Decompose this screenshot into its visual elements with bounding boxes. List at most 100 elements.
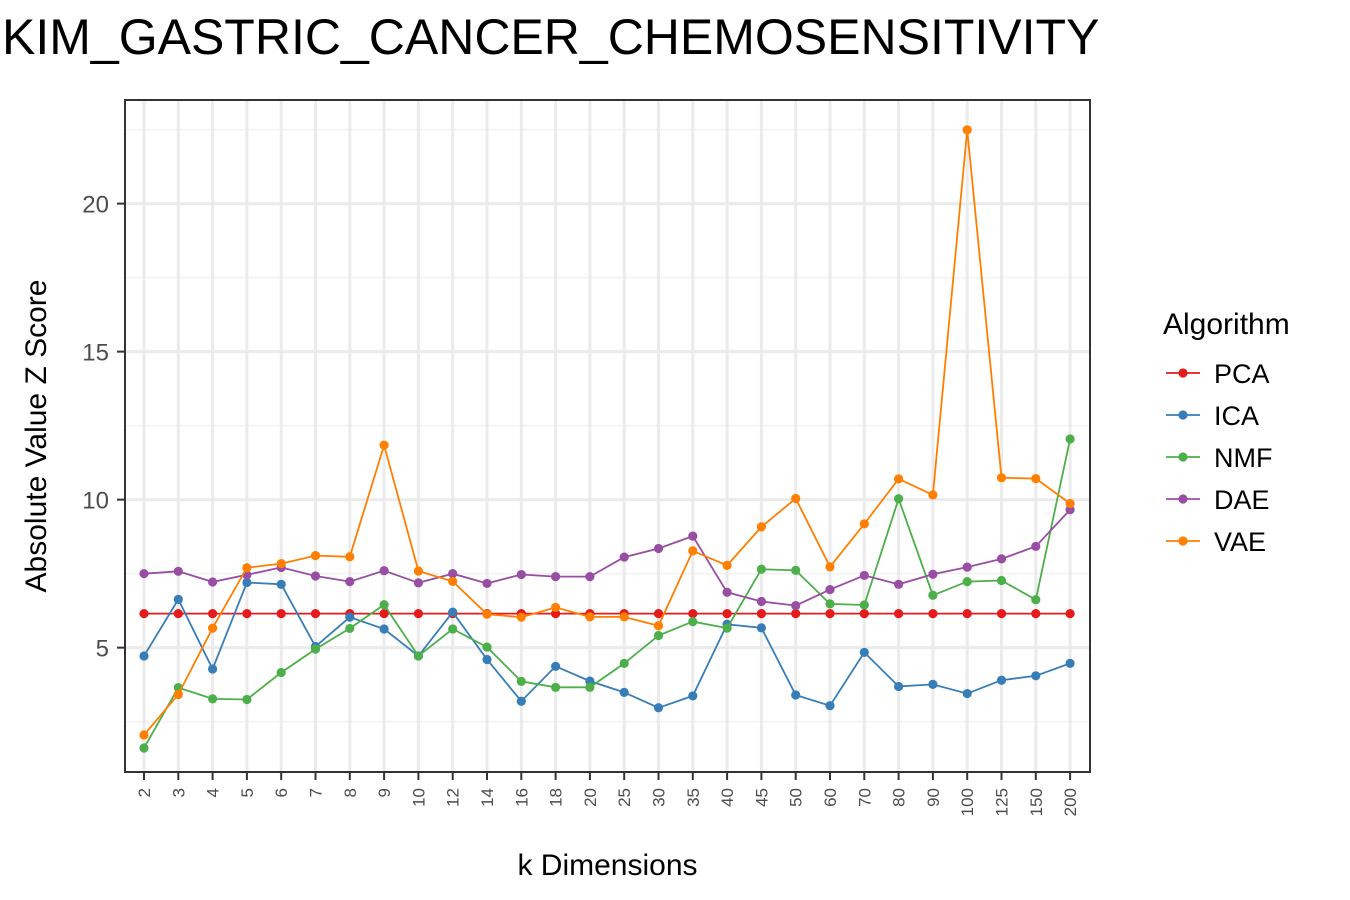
data-point [551,661,561,671]
legend-label: ICA [1214,401,1259,431]
data-point [722,609,732,619]
data-point [859,570,869,581]
data-point [585,682,595,692]
data-point [310,644,321,654]
data-point [139,569,149,579]
data-point [962,577,972,587]
data-point [208,609,218,619]
data-point [379,566,389,576]
data-point [379,600,389,610]
data-point [688,617,698,627]
x-tick-label: 100 [958,788,977,816]
x-tick-label: 80 [890,788,909,807]
data-point [928,609,938,619]
data-point [1065,498,1075,509]
data-point [688,531,698,541]
data-point [448,607,458,617]
series-line-vae [143,129,1071,736]
x-tick-label: 70 [855,788,874,807]
chart-title: KIM_GASTRIC_CANCER_CHEMOSENSITIVITY [2,9,1100,65]
data-point [276,579,286,589]
data-point [996,609,1007,619]
data-point [894,681,904,692]
x-tick-label: 35 [684,788,703,807]
data-point [516,569,526,580]
data-point [482,578,492,589]
legend-item-ica: ICA [1166,401,1259,431]
x-tick-label: 45 [752,788,771,807]
data-point [585,612,595,622]
x-tick-label: 2 [135,788,154,797]
data-point [173,566,183,576]
data-point [551,572,561,582]
data-point [139,743,149,753]
data-point [825,599,835,609]
data-point [962,125,972,135]
data-point [722,587,732,597]
data-point [1031,609,1041,619]
data-point [791,493,801,504]
data-point [310,571,321,581]
series-layer [139,125,1075,753]
data-point [688,609,698,619]
series-line-nmf [143,438,1071,749]
data-point [379,440,389,450]
data-point [688,691,698,701]
x-tick-label: 6 [272,788,291,797]
x-tick-label: 125 [993,788,1012,816]
data-point [516,676,526,687]
x-tick-label: 3 [169,788,188,797]
y-tick-label: 20 [82,192,109,219]
data-point [859,600,869,610]
data-point [653,621,664,631]
data-point [448,569,458,579]
data-point [242,609,252,619]
series-nmf [139,434,1075,753]
data-point [242,694,252,705]
x-tick-label: 10 [409,788,428,807]
legend-point [1178,494,1188,504]
data-point [413,566,423,576]
x-tick-label: 150 [1027,788,1046,816]
data-point [859,519,869,529]
data-point [722,623,732,633]
x-tick-label: 50 [787,788,806,807]
data-point [208,664,218,674]
x-tick-label: 90 [924,788,943,807]
data-point [276,609,286,619]
legend-item-nmf: NMF [1166,443,1272,473]
data-point [448,576,458,586]
legend-item-pca: PCA [1166,359,1270,389]
data-point [928,679,938,689]
x-tick-label: 30 [650,788,669,807]
data-point [996,675,1007,685]
data-point [619,612,629,622]
data-point [413,578,423,588]
data-point [825,585,835,595]
data-point [1065,658,1075,668]
series-line-dae [143,509,1071,607]
data-point [791,690,801,700]
y-tick-label: 15 [82,340,109,367]
data-point [928,490,938,500]
x-tick-label: 7 [307,788,326,797]
x-tick-label: 20 [581,788,600,807]
data-point [722,560,732,570]
data-point [653,609,664,619]
data-point [894,579,904,589]
data-point [242,563,252,573]
data-point [962,562,972,572]
data-point [173,594,183,605]
legend-point [1178,368,1188,378]
data-point [208,623,218,633]
data-point [173,689,183,700]
data-point [653,703,664,713]
data-point [1031,671,1041,681]
legend: Algorithm PCA ICA NMF DAE VAE [1163,308,1290,557]
data-point [345,552,355,562]
data-point [791,565,801,576]
data-point [791,609,801,619]
data-point [928,569,938,579]
